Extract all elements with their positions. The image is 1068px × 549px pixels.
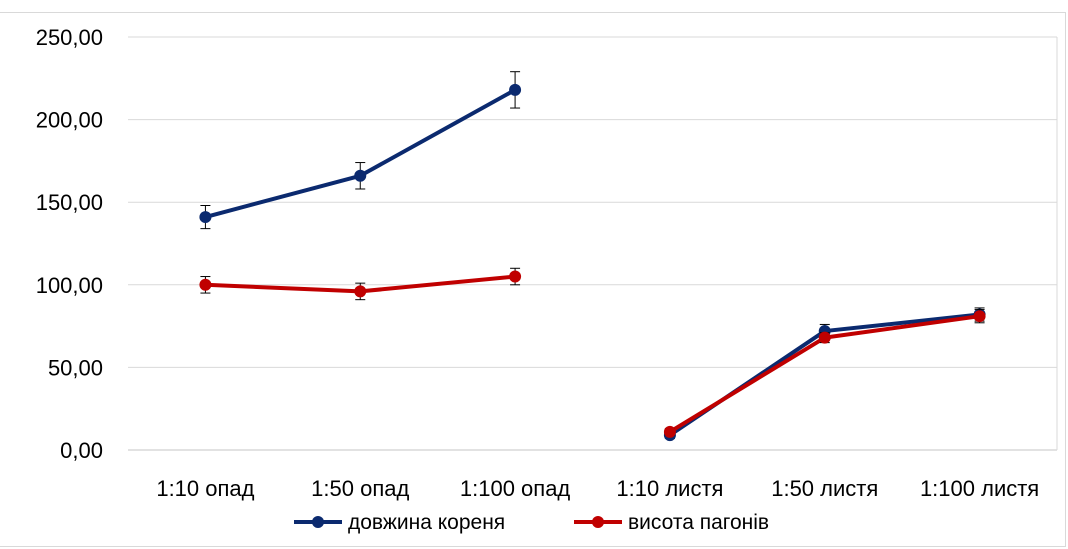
legend-swatch-marker (312, 516, 324, 528)
legend-label: висота пагонів (628, 511, 769, 534)
y-tick-label: 150,00 (36, 190, 103, 215)
x-tick-label: 1:10 листя (616, 476, 723, 501)
axes: 0,00 50,00 100,00 150,00 200,00 250,00 1:10 оп… (36, 25, 1057, 501)
data-point (973, 310, 986, 323)
data-point (663, 425, 676, 438)
series (199, 71, 986, 442)
y-tick-label: 200,00 (36, 108, 103, 133)
data-point (199, 278, 212, 291)
y-tick-label: 100,00 (36, 273, 103, 298)
chart-frame (0, 12, 1066, 547)
data-point (818, 331, 831, 344)
legend-label: довжина кореня (348, 511, 505, 534)
y-tick-label: 250,00 (36, 25, 103, 50)
data-point (509, 270, 522, 283)
legend-swatch-marker (592, 516, 604, 528)
legend: довжина кореня висота пагонів (294, 511, 769, 534)
x-tick-label: 1:100 опад (460, 476, 571, 501)
x-tick-label: 1:10 опад (156, 476, 254, 501)
x-tick-label: 1:100 листя (920, 476, 1039, 501)
data-point (199, 211, 212, 224)
data-point (354, 169, 367, 182)
data-point (509, 83, 522, 96)
gridlines (128, 36, 1058, 450)
series-line (204, 88, 517, 220)
y-tick-label: 50,00 (48, 355, 103, 380)
y-tick-label: 0,00 (60, 438, 103, 463)
data-point (354, 285, 367, 298)
x-tick-label: 1:50 листя (771, 476, 878, 501)
x-tick-label: 1:50 опад (311, 476, 409, 501)
